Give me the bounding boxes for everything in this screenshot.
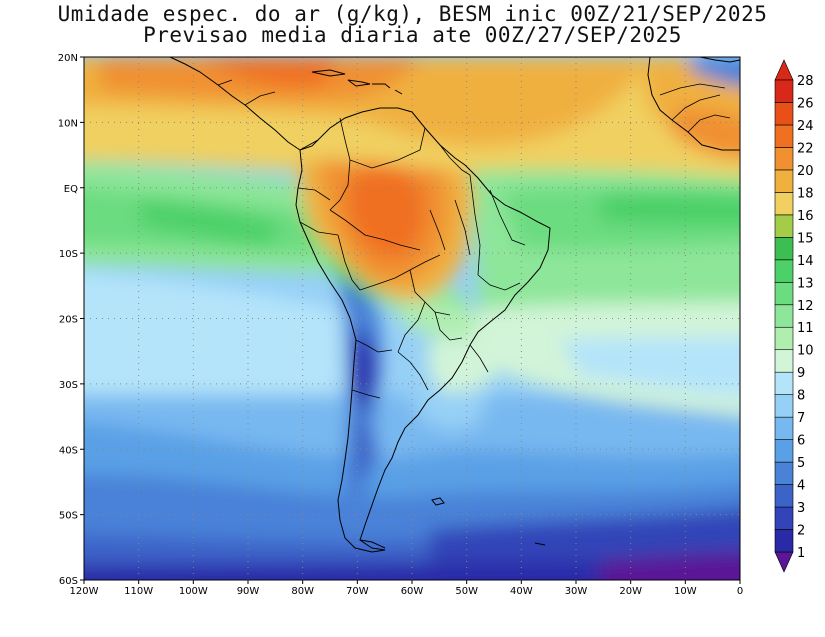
colorbar-segment xyxy=(774,169,794,193)
lon-tick-label: 60W xyxy=(401,586,424,597)
colorbar-label: 1 xyxy=(797,546,805,561)
colorbar-label: 6 xyxy=(797,434,805,449)
colorbar-segment xyxy=(774,439,794,463)
colorbar-segment xyxy=(774,79,794,103)
colorbar-label: 12 xyxy=(797,299,814,314)
lat-tick-label: 20S xyxy=(59,315,78,326)
colorbar-label: 10 xyxy=(797,344,814,359)
lon-tick-label: 90W xyxy=(237,586,260,597)
lon-tick-label: 40W xyxy=(510,586,533,597)
map-title-line-1: Umidade espec. do ar (g/kg), BESM inic 0… xyxy=(57,2,768,26)
lon-tick-label: 120W xyxy=(70,586,99,597)
lat-tick-label: 40S xyxy=(59,445,78,456)
lon-tick-label: 10W xyxy=(674,586,697,597)
colorbar-segment xyxy=(774,326,794,351)
lat-tick-label: EQ xyxy=(64,184,78,195)
lon-tick-label: 30W xyxy=(565,586,588,597)
country-borders xyxy=(217,79,731,399)
lon-tick-label: 110W xyxy=(124,586,153,597)
colorbar-label: 16 xyxy=(797,209,814,224)
colorbar-high-arrow xyxy=(774,59,794,81)
colorbar-segment xyxy=(774,484,794,508)
colorbar-label: 26 xyxy=(797,96,814,111)
colorbar-label: 28 xyxy=(797,74,814,89)
lat-tick-label: 50S xyxy=(59,511,78,522)
colorbar-label: 22 xyxy=(797,141,814,156)
colorbar-label: 7 xyxy=(797,411,805,426)
lon-tick-label: 70W xyxy=(346,586,369,597)
colorbar-label: 2 xyxy=(797,524,805,539)
colorbar-segment xyxy=(774,237,794,261)
colorbar-segment xyxy=(774,147,794,171)
colorbar-label: 20 xyxy=(797,164,814,179)
colorbar-segment xyxy=(774,506,794,530)
lat-tick-label: 60S xyxy=(59,576,78,587)
colorbar-label: 18 xyxy=(797,186,814,201)
colorbar-low-arrow xyxy=(774,551,794,573)
humidity-field xyxy=(84,57,740,580)
colorbar-label: 3 xyxy=(797,501,805,516)
colorbar-segment xyxy=(774,371,794,395)
colorbar-label: 4 xyxy=(797,479,805,494)
lat-tick-label: 30S xyxy=(59,380,78,391)
colorbar-label: 14 xyxy=(797,254,814,269)
colorbar-segment xyxy=(774,259,794,283)
colorbar-segment xyxy=(774,192,794,216)
colorbar-segment xyxy=(774,214,794,238)
colorbar-segment xyxy=(774,102,794,126)
lon-tick-label: 100W xyxy=(179,586,208,597)
colorbar-segment xyxy=(774,461,794,485)
colorbar-label: 13 xyxy=(797,276,814,291)
colorbar-segment xyxy=(774,124,794,148)
lon-tick-label: 0 xyxy=(737,586,743,597)
lat-tick-label: 10N xyxy=(58,118,78,129)
colorbar-segment xyxy=(774,304,794,328)
map-title-line-2: Previsao media diaria ate 00Z/27/SEP/202… xyxy=(143,23,682,47)
lon-tick-label: 50W xyxy=(455,586,478,597)
colorbar-segment xyxy=(774,416,794,440)
lon-tick-label: 80W xyxy=(291,586,314,597)
colorbar-label: 15 xyxy=(797,231,814,246)
colorbar-segment xyxy=(774,349,794,373)
colorbar-label: 11 xyxy=(797,321,814,336)
lat-lon-grid xyxy=(84,57,740,580)
colorbar-label: 9 xyxy=(797,366,805,381)
lat-tick-label: 10S xyxy=(59,249,78,260)
colorbar-label: 5 xyxy=(797,456,805,471)
colorbar-label: 24 xyxy=(797,119,814,134)
colorbar-segment xyxy=(774,394,794,418)
lat-tick-label: 20N xyxy=(58,53,78,64)
lon-tick-label: 20W xyxy=(619,586,642,597)
colorbar-segment xyxy=(774,281,794,306)
colorbar-label: 8 xyxy=(797,389,805,404)
colorbar-segment xyxy=(774,529,794,553)
